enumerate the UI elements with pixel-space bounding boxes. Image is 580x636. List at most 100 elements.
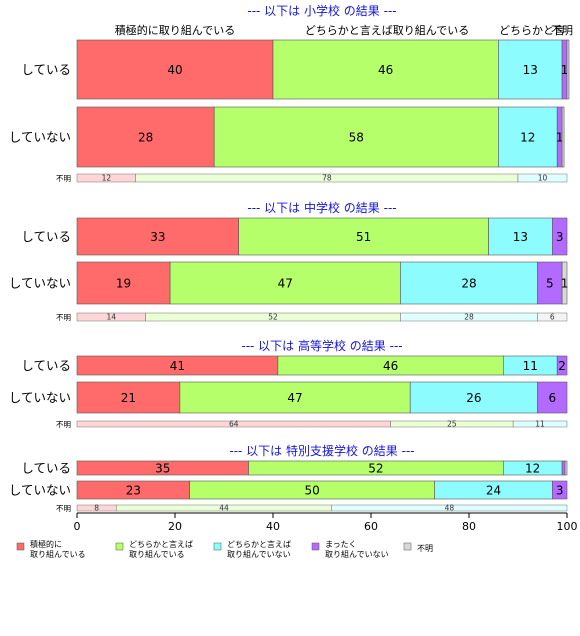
bar-segment [537,381,568,414]
row-label: している [21,358,71,373]
legend-swatch [403,542,412,551]
legend-swatch [16,542,25,551]
bar-segment [272,39,499,100]
data-label: 64 [229,420,239,429]
data-label: 47 [287,391,302,405]
data-label: 12 [525,461,540,475]
bar-segment [537,312,568,322]
data-label: 26 [466,391,481,405]
bar-segment [561,460,566,476]
data-label: 40 [167,63,182,77]
legend-label: どちらかと言えば取り組んでいる [129,539,193,559]
bar-segment [551,217,568,256]
bar-segment [512,420,568,428]
data-label: 6 [548,391,556,405]
data-label: 6 [550,313,555,322]
bar-segment [76,381,181,414]
bar-segment [169,261,401,305]
row-label: している [21,229,71,244]
row-label: 不明 [56,313,71,322]
legend-label: 積極的に取り組んでいる [30,539,86,559]
data-label: 14 [107,313,117,322]
row-label: している [21,62,71,77]
data-label: 21 [121,391,136,405]
data-label: 5 [546,276,554,290]
bar-segment [566,39,570,100]
legend-label: 不明 [417,544,433,553]
data-label: 13 [513,230,528,244]
row-label: していない [9,390,71,405]
bar-segment [400,261,538,305]
bar-segment [238,217,489,256]
data-label: 25 [447,420,457,429]
legend-swatch [213,542,222,551]
row-label: していない [9,483,71,498]
bar-segment [409,381,538,414]
row-label: 不明 [56,504,71,513]
x-tick-label: 20 [168,520,182,533]
row-label: している [21,461,71,476]
data-label: 35 [155,461,170,475]
data-label: 12 [102,174,112,183]
legend-label: どちらかと言えば取り組んでいない [227,539,291,559]
legend-swatch [311,542,320,551]
data-label: 44 [219,504,229,513]
data-label: 46 [383,359,398,373]
data-label: 1 [561,276,569,290]
x-tick-label: 60 [364,520,378,533]
data-label: 19 [116,276,131,290]
section-title: --- 以下は 小学校 の結果 --- [247,3,396,18]
data-label: 52 [368,461,383,475]
data-label: 33 [150,230,165,244]
data-label: 3 [556,230,564,244]
data-label: 50 [305,483,320,497]
data-label: 52 [268,313,278,322]
section-title: --- 以下は 高等学校 の結果 --- [241,338,402,353]
top-category-label: 積極的に取り組んでいる [115,23,235,37]
data-label: 58 [349,130,364,144]
row-label: 不明 [56,420,71,429]
row-label: していない [9,130,71,145]
data-label: 41 [170,359,185,373]
data-label: 10 [538,174,548,183]
x-tick-label: 40 [266,520,280,533]
data-label: 23 [126,483,141,497]
bar-segment [76,217,239,256]
data-label: 51 [356,230,371,244]
bar-segment [564,460,568,476]
data-label: 3 [556,483,564,497]
top-category-label: 不明 [551,24,573,37]
data-label: 2 [558,359,566,373]
x-tick-label: 0 [74,520,81,533]
data-label: 28 [461,276,476,290]
data-label: 11 [523,359,538,373]
data-label: 46 [378,63,393,77]
legend-swatch [115,542,124,551]
data-label: 1 [556,130,564,144]
row-label: していない [9,276,71,291]
data-label: 28 [464,313,474,322]
data-label: 24 [486,483,501,497]
bar-segment [551,480,568,500]
bar-segment [556,355,568,376]
bar-segment [76,106,215,168]
bar-segment [488,217,553,256]
data-label: 47 [278,276,293,290]
section-title: --- 以下は 中学校 の結果 --- [247,200,396,215]
data-label: 48 [445,504,455,513]
data-label: 12 [520,130,535,144]
legend-label: まったく取り組んでいない [325,540,389,559]
data-label: 28 [138,130,153,144]
row-label: 不明 [56,174,71,183]
bar-segment [561,261,568,305]
data-label: 13 [523,63,538,77]
bar-segment [537,261,563,305]
data-label: 78 [322,174,332,183]
top-category-label: どちらかと言 [499,24,565,37]
bar-segment [179,381,411,414]
top-category-label: どちらかと言えば取り組んでいる [305,24,469,37]
data-label: 8 [94,504,99,513]
section-title: --- 以下は 特別支援学校 の結果 --- [229,443,414,458]
bar-segment [517,173,568,183]
